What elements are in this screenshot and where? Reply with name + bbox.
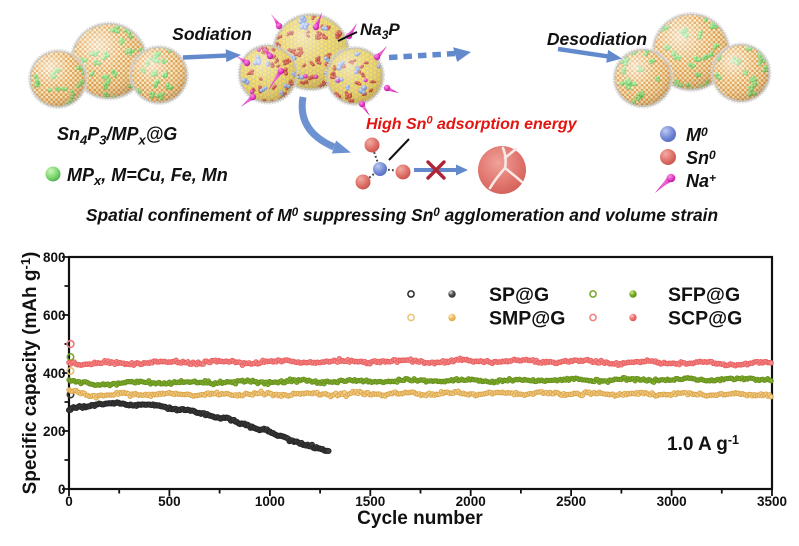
svg-text:200: 200 xyxy=(43,424,66,439)
svg-text:2000: 2000 xyxy=(456,494,486,509)
svg-text:500: 500 xyxy=(158,494,181,509)
svg-text:MPx, M=Cu, Fe, Mn: MPx, M=Cu, Fe, Mn xyxy=(67,165,228,188)
svg-text:M0: M0 xyxy=(686,125,708,145)
svg-text:High Sn0 adsorption energy: High Sn0 adsorption energy xyxy=(366,115,578,134)
svg-text:Na+: Na+ xyxy=(686,171,716,191)
svg-text:600: 600 xyxy=(43,308,66,323)
svg-text:SMP@G: SMP@G xyxy=(489,308,565,330)
svg-text:1500: 1500 xyxy=(355,494,385,509)
svg-text:Sn4P3/MPx@G: Sn4P3/MPx@G xyxy=(57,124,177,148)
svg-text:1.0 A g-1: 1.0 A g-1 xyxy=(667,433,739,455)
svg-text:2500: 2500 xyxy=(556,494,586,509)
svg-text:800: 800 xyxy=(43,250,66,265)
svg-text:Sodiation: Sodiation xyxy=(172,24,252,44)
svg-text:Desodiation: Desodiation xyxy=(547,29,647,49)
svg-text:3500: 3500 xyxy=(757,494,787,509)
svg-text:Na3P: Na3P xyxy=(360,20,400,42)
svg-text:Cycle number: Cycle number xyxy=(357,508,483,529)
svg-text:SCP@G: SCP@G xyxy=(668,308,742,330)
svg-text:Sn0: Sn0 xyxy=(686,148,716,168)
svg-text:0: 0 xyxy=(65,494,73,509)
svg-text:SP@G: SP@G xyxy=(489,284,549,306)
svg-text:3000: 3000 xyxy=(657,494,687,509)
svg-text:0: 0 xyxy=(58,482,66,497)
svg-text:SFP@G: SFP@G xyxy=(668,284,740,306)
svg-text:400: 400 xyxy=(43,366,66,381)
svg-text:Specific capacity (mAh g-1): Specific capacity (mAh g-1) xyxy=(18,252,41,495)
svg-text:1000: 1000 xyxy=(255,494,285,509)
svg-text:Spatial confinement of M0 supp: Spatial confinement of M0 suppressing Sn… xyxy=(86,205,718,225)
